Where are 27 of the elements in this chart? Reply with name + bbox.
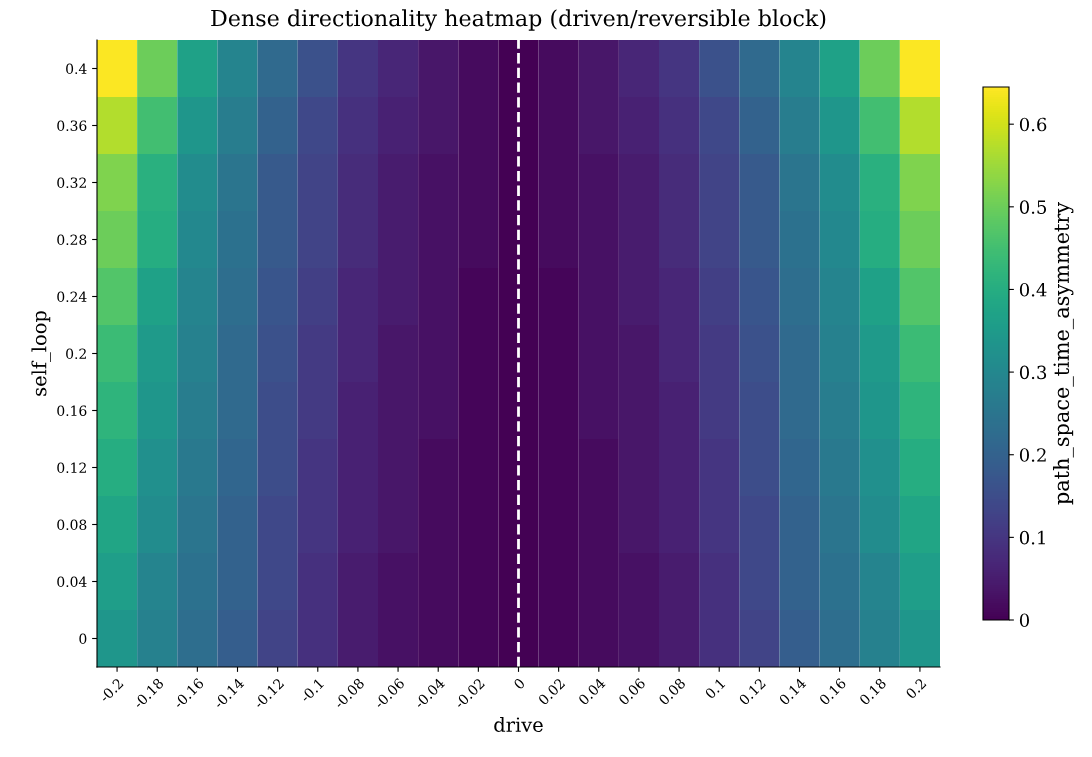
y-axis-title: self_loop bbox=[31, 311, 51, 396]
color-bar-label: 0.1 bbox=[1019, 530, 1045, 545]
x-tick-label: -0.1 bbox=[299, 678, 324, 703]
color-bar-label: 0 bbox=[1019, 613, 1030, 628]
x-tick-label: 0.2 bbox=[905, 677, 927, 700]
x-tick-label: -0.2 bbox=[98, 677, 124, 703]
x-axis-title: drive bbox=[494, 716, 543, 733]
chart-title: Dense directionality heatmap (driven/reversible block) bbox=[211, 9, 826, 32]
y-tick-label: 0.24 bbox=[57, 291, 87, 302]
color-bar-label: 0.2 bbox=[1019, 448, 1046, 462]
color-bar-label: 0.5 bbox=[1019, 200, 1047, 214]
y-tick-label: 0.08 bbox=[57, 519, 87, 530]
y-tick-label: 0.04 bbox=[57, 576, 87, 587]
y-tick-label: 0.12 bbox=[57, 462, 86, 473]
y-tick-label: 0.36 bbox=[57, 120, 87, 131]
y-tick-label: 0.4 bbox=[66, 63, 87, 74]
y-tick-label: 0.2 bbox=[66, 348, 86, 359]
y-tick-label: 0.16 bbox=[57, 405, 87, 416]
y-tick-label: 0 bbox=[79, 633, 87, 644]
x-tick-label: 0 bbox=[513, 677, 526, 690]
x-tick-label: 0.1 bbox=[704, 678, 726, 700]
color-bar-title: path_space_time_asymmetry bbox=[1052, 201, 1074, 505]
color-bar-label: 0.6 bbox=[1019, 117, 1047, 132]
y-tick-label: 0.32 bbox=[57, 177, 86, 188]
color-bar-label: 0.3 bbox=[1019, 365, 1047, 380]
y-tick-label: 0.28 bbox=[57, 234, 87, 245]
color-bar-label: 0.4 bbox=[1019, 282, 1047, 297]
